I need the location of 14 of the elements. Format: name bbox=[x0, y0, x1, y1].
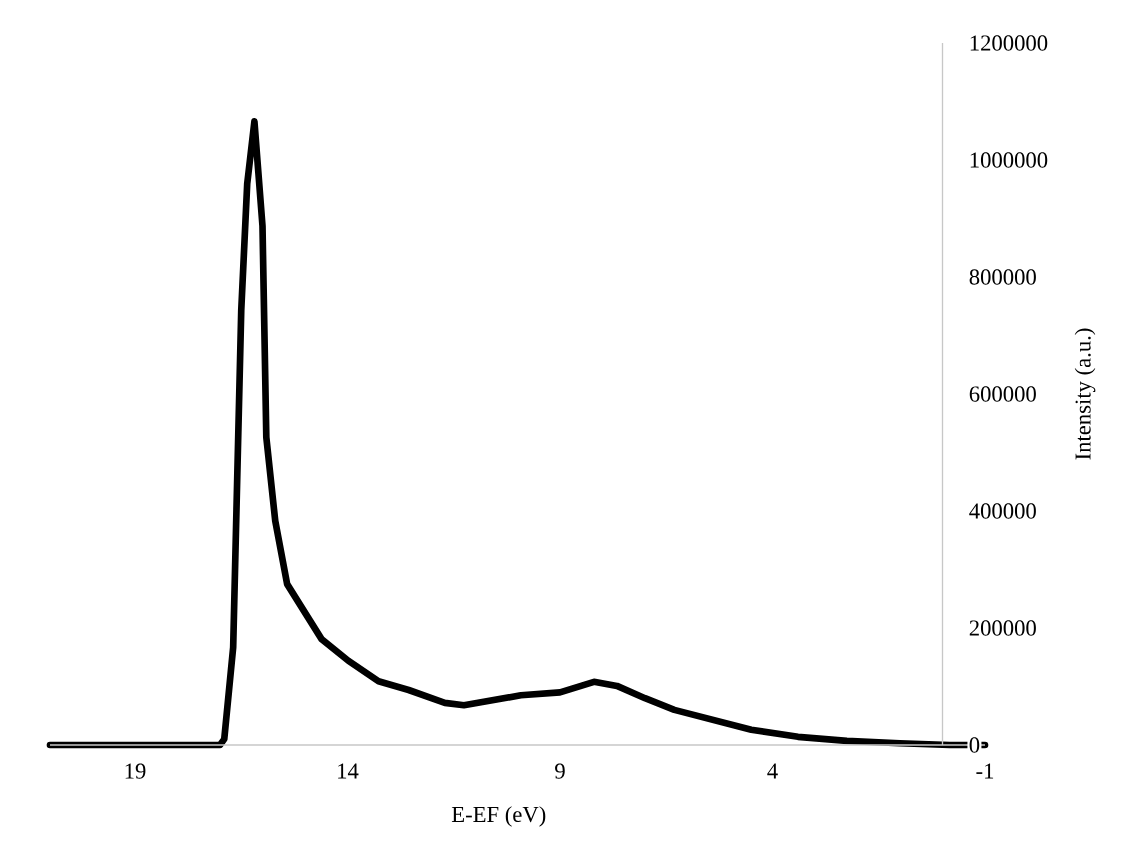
y-tick-label: 400000 bbox=[969, 503, 1036, 519]
x-axis-title: E-EF (eV) bbox=[451, 806, 546, 827]
y-tick-label: 1000000 bbox=[970, 152, 1048, 168]
y-tick-label: 800000 bbox=[969, 269, 1036, 285]
x-tick-label: 19 bbox=[125, 763, 146, 779]
y-axis-title: Intensity (a.u.) bbox=[1074, 328, 1096, 460]
x-tick-label: -1 bbox=[976, 763, 994, 779]
x-tick-label: 4 bbox=[767, 763, 778, 779]
y-tick-label: 1200000 bbox=[970, 35, 1048, 51]
x-tick-label: 9 bbox=[555, 763, 565, 779]
y-tick-label: 0 bbox=[969, 737, 980, 753]
x-tick-label: 14 bbox=[338, 763, 359, 779]
y-tick-label: 200000 bbox=[969, 620, 1036, 636]
y-tick-label: 600000 bbox=[969, 386, 1036, 402]
